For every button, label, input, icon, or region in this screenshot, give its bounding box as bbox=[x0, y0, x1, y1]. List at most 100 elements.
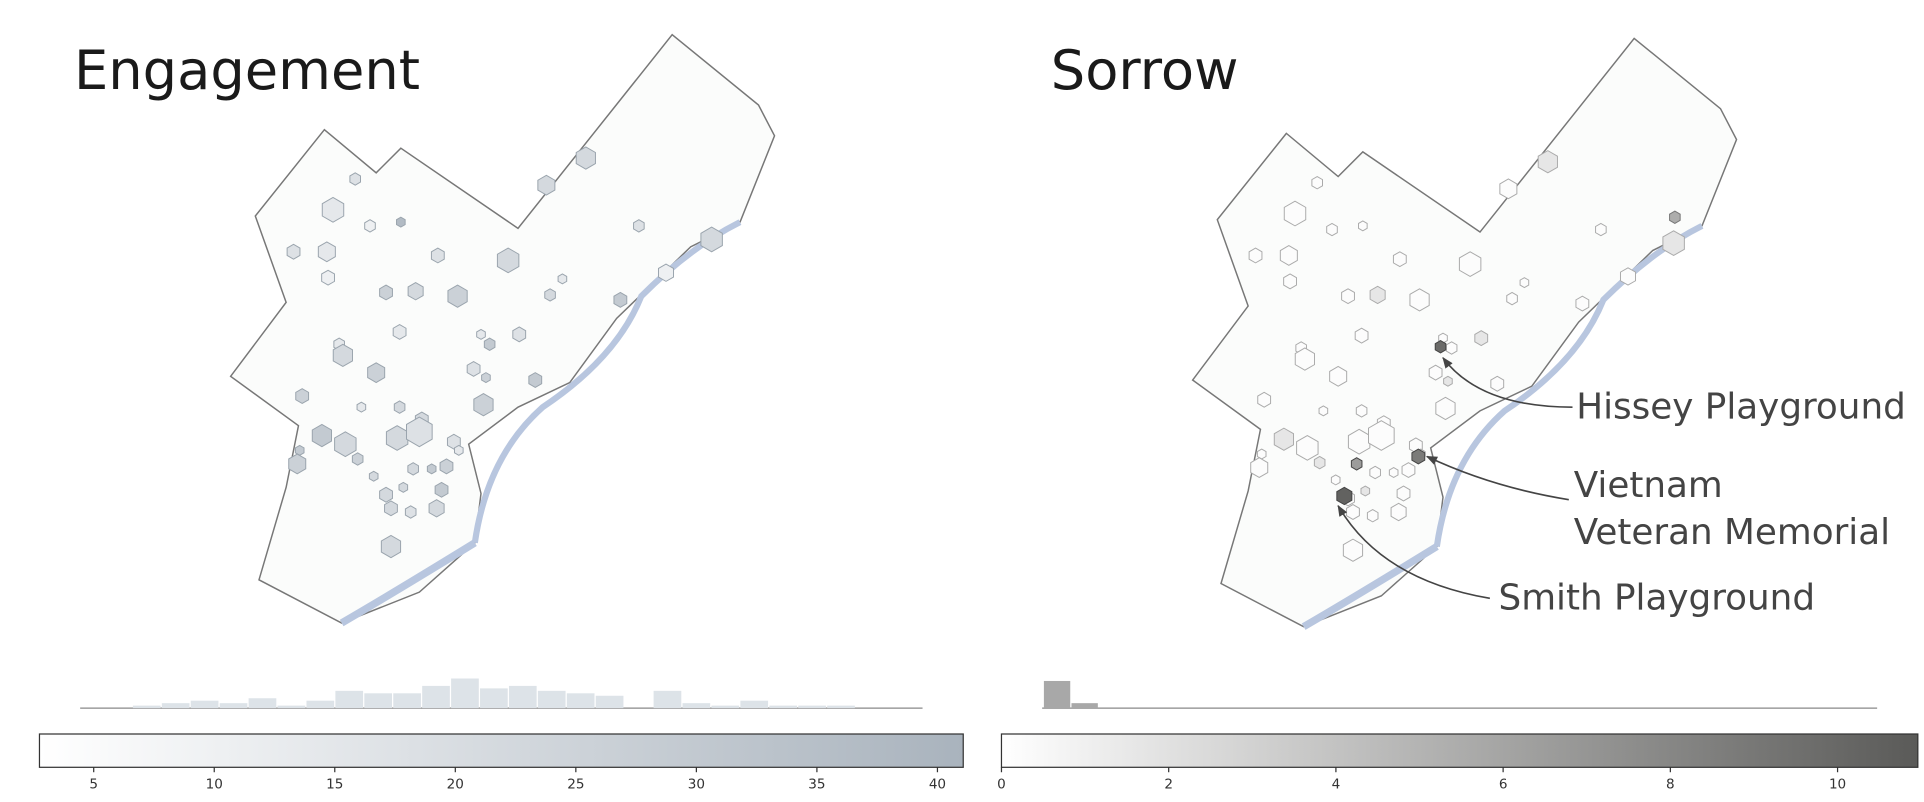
hist-bar bbox=[827, 705, 855, 709]
annotation: Hissey Playground bbox=[1576, 386, 1906, 427]
hexbin bbox=[1354, 327, 1369, 344]
hist-bar bbox=[769, 705, 798, 709]
hexbin bbox=[1369, 465, 1381, 480]
colorbar-tick-label: 20 bbox=[447, 776, 464, 792]
hexbin bbox=[483, 337, 496, 352]
hexbin bbox=[1257, 391, 1272, 408]
hexbin bbox=[575, 146, 596, 170]
hexbin bbox=[1401, 462, 1416, 479]
annotation-line: Hissey Playground bbox=[1576, 386, 1906, 427]
hexbin bbox=[1250, 457, 1269, 479]
hexbin bbox=[367, 362, 386, 384]
hexbin bbox=[349, 172, 361, 186]
hexbin bbox=[1537, 150, 1558, 174]
hexbin bbox=[428, 499, 445, 518]
hexbin bbox=[1329, 365, 1348, 387]
hexbin bbox=[537, 174, 556, 196]
hist-bar bbox=[480, 688, 508, 709]
hexbin bbox=[407, 282, 424, 301]
colorbar-tick-label: 6 bbox=[1499, 776, 1508, 792]
hist-bar bbox=[451, 678, 479, 709]
arrow bbox=[1442, 356, 1573, 408]
hexbin bbox=[1283, 273, 1297, 290]
hexbin bbox=[1369, 285, 1386, 305]
hexbin bbox=[496, 247, 520, 274]
colorbar bbox=[38, 733, 964, 768]
hist-bar bbox=[566, 693, 595, 709]
hexbin bbox=[1326, 222, 1338, 237]
hist-bar bbox=[248, 698, 277, 709]
hexbin bbox=[447, 284, 468, 308]
hexbin bbox=[434, 481, 449, 498]
hist-bar bbox=[364, 693, 393, 709]
hist-bar bbox=[1043, 680, 1071, 709]
hexbin bbox=[1350, 457, 1363, 471]
hist-bar bbox=[798, 705, 826, 709]
hist-bar bbox=[508, 685, 537, 709]
hexbin bbox=[528, 372, 543, 389]
hexbin bbox=[1445, 341, 1458, 355]
hexbin bbox=[439, 458, 454, 475]
hexbin bbox=[1409, 288, 1430, 312]
hexbin bbox=[1669, 210, 1681, 224]
hexbin bbox=[332, 343, 353, 368]
hexbin bbox=[321, 196, 345, 223]
colorbar bbox=[1000, 733, 1919, 768]
hexbin bbox=[1392, 251, 1407, 268]
hexbin bbox=[1313, 455, 1326, 470]
hexbin bbox=[1390, 502, 1407, 522]
hexbin bbox=[1296, 434, 1319, 461]
colorbar-tick-label: 10 bbox=[206, 776, 223, 792]
hexbin bbox=[404, 505, 417, 519]
hexbin bbox=[1311, 175, 1323, 190]
hexbin bbox=[288, 453, 307, 475]
hist-bar bbox=[422, 685, 450, 709]
hexbin bbox=[1499, 178, 1518, 200]
hexbin bbox=[1283, 200, 1307, 227]
hexbin bbox=[1294, 347, 1315, 371]
hexbin bbox=[1411, 448, 1426, 465]
hexbin bbox=[1428, 364, 1443, 381]
hexbin bbox=[356, 401, 367, 413]
colorbar-tick-label: 15 bbox=[326, 776, 343, 792]
colorbar-tick-label: 2 bbox=[1164, 776, 1173, 792]
hexbin bbox=[1355, 404, 1368, 418]
hexbin bbox=[700, 226, 723, 253]
arrow bbox=[1337, 504, 1491, 600]
hexbin bbox=[1506, 291, 1518, 306]
hist-bar bbox=[740, 700, 769, 709]
hexbin bbox=[321, 269, 335, 286]
annotation: Vietnam Veteran Memorial bbox=[1574, 465, 1890, 553]
colorbar-tick-label: 5 bbox=[89, 776, 98, 792]
hexbin bbox=[1273, 427, 1295, 451]
hexbin bbox=[398, 481, 409, 493]
hist-bar bbox=[219, 703, 248, 709]
hexbin bbox=[1368, 420, 1395, 451]
colorbar-tick-label: 4 bbox=[1332, 776, 1341, 792]
hexbin bbox=[1330, 474, 1341, 486]
colorbar-tick-label: 0 bbox=[997, 776, 1006, 792]
annotation-line: Smith Playground bbox=[1499, 577, 1816, 618]
hexbin bbox=[1519, 277, 1530, 289]
hexbin bbox=[379, 284, 393, 301]
colorbar-tick-label: 10 bbox=[1829, 776, 1846, 792]
hexbin bbox=[544, 288, 556, 302]
hexbin bbox=[1490, 375, 1505, 392]
hexbin bbox=[379, 486, 393, 503]
colorbar-tick-label: 25 bbox=[567, 776, 584, 792]
hist-bar bbox=[653, 690, 682, 709]
hexbin bbox=[1595, 222, 1607, 237]
hexbin bbox=[1336, 486, 1353, 506]
hist-bar bbox=[190, 700, 219, 709]
colorbar-tick-label: 8 bbox=[1666, 776, 1675, 792]
hist-bar bbox=[277, 705, 306, 709]
hexbin bbox=[286, 243, 301, 260]
hist-bar bbox=[335, 690, 364, 709]
hexbin bbox=[633, 219, 645, 233]
hexbin bbox=[334, 431, 357, 458]
colorbar-tick-label: 40 bbox=[929, 776, 946, 792]
hexbin bbox=[317, 241, 336, 263]
hexbin bbox=[426, 463, 437, 475]
hexbin bbox=[406, 416, 433, 448]
hexbin bbox=[311, 423, 333, 448]
